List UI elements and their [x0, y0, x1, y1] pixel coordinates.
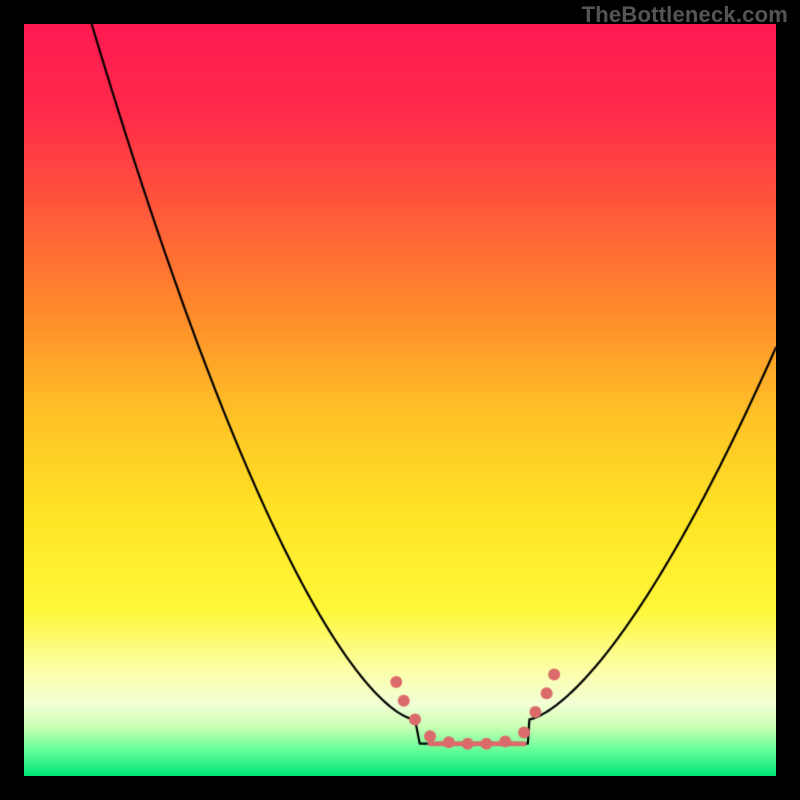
bottleneck-curve	[0, 0, 800, 800]
chart-stage: { "canvas": { "width": 800, "height": 80…	[0, 0, 800, 800]
watermark-text: TheBottleneck.com	[582, 2, 788, 28]
